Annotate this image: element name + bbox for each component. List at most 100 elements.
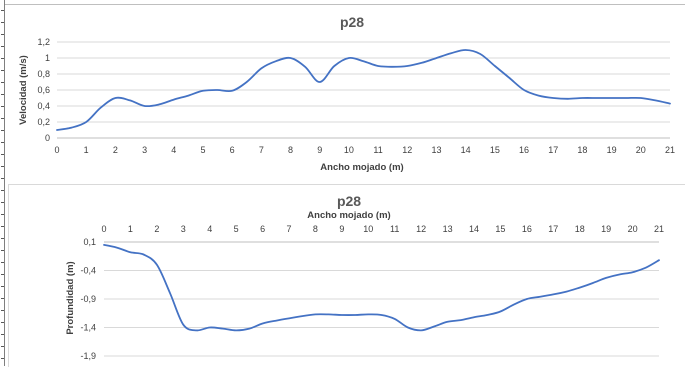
x-tick-label: 13: [431, 145, 441, 155]
x-tick-label: 21: [665, 145, 675, 155]
row-tick: [1, 226, 4, 227]
y-tick-label: 1,2: [37, 37, 50, 47]
row-tick: [1, 22, 4, 23]
y-tick-label: 0,8: [37, 69, 50, 79]
x-tick-label: 19: [601, 224, 611, 234]
gridlines: [57, 41, 670, 139]
row-tick: [1, 238, 4, 239]
row-tick: [1, 322, 4, 323]
x-tick-label: 9: [317, 145, 322, 155]
x-tick-label: 4: [207, 224, 212, 234]
row-tick: [1, 250, 4, 251]
chart-title: p28: [337, 193, 361, 209]
x-tick-label: 7: [286, 224, 291, 234]
y-axis-title: Velocidad (m/s): [18, 55, 29, 125]
x-tick-label: 2: [113, 145, 118, 155]
row-tick: [1, 346, 4, 347]
x-tick-label: 1: [84, 145, 89, 155]
row-tick: [1, 298, 4, 299]
x-tick-label: 6: [260, 224, 265, 234]
row-tick: [1, 274, 4, 275]
row-tick: [1, 34, 4, 35]
row-tick: [1, 286, 4, 287]
y-tick-label: 0: [45, 133, 50, 143]
y-tick-labels: 0 0,2 0,4 0,6 0,8 1 1,2: [37, 37, 50, 143]
x-axis-title: Ancho mojado (m): [307, 210, 390, 221]
spreadsheet-row-edge: [0, 0, 5, 366]
x-tick-label: 20: [636, 145, 646, 155]
x-tick-labels: 0 1 2 3 4 5 6 7 8 9 10 11 12 13 14 15 16 17 18 19 20 21: [54, 145, 675, 155]
row-tick: [1, 130, 4, 131]
y-tick-label: -1,9: [80, 351, 96, 361]
row-tick: [1, 142, 4, 143]
x-tick-label: 18: [577, 145, 587, 155]
x-tick-label: 17: [548, 145, 558, 155]
row-tick: [1, 10, 4, 11]
x-tick-label: 10: [363, 224, 373, 234]
velocity-chart-svg: p28 00,20,40,60,811,2 0 1 2 3 4 5 6 7 8 9 10 11 12 13…: [18, 14, 675, 173]
row-tick: [1, 310, 4, 311]
x-tick-label: 4: [171, 145, 176, 155]
x-tick-label: 15: [490, 145, 500, 155]
x-tick-label: 5: [200, 145, 205, 155]
row-tick: [1, 166, 4, 167]
x-tick-label: 19: [607, 145, 617, 155]
row-tick: [1, 190, 4, 191]
x-tick-label: 16: [519, 145, 529, 155]
x-tick-label: 12: [402, 145, 412, 155]
y-tick-label: 0,1: [83, 237, 96, 247]
depth-chart-svg: p28 Ancho mojado (m) 0,1 -0,4 -0,9 -1,4 -1,9…: [65, 193, 664, 361]
x-tick-labels: 0 1 2 3 4 5 6 7 8 9 10 11 12 13 14 15 16 17 18 19 20 21: [101, 224, 664, 234]
row-tick: [1, 94, 4, 95]
x-tick-label: 3: [142, 145, 147, 155]
y-tick-label: 1: [45, 53, 50, 63]
x-tick-label: 16: [522, 224, 532, 234]
row-tick: [1, 202, 4, 203]
x-tick-label: 0: [101, 224, 106, 234]
velocity-chart[interactable]: p28 0 0,2 0,4 0,6 0,8 1 1,2 0 1 2 3 4 5 6 7 8 9 10 11 12 13…: [5, 5, 685, 181]
depth-series-line: [103, 244, 660, 332]
y-tick-label: -0,4: [80, 266, 96, 276]
x-tick-label: 2: [154, 224, 159, 234]
velocity-series-line: [56, 49, 671, 131]
row-tick: [1, 58, 4, 59]
depth-chart[interactable]: p28 Ancho mojado (m) 0,1 -0,4 -0,9 -1,4 -1,9…: [8, 184, 685, 367]
x-tick-label: 21: [654, 224, 664, 234]
row-tick: [1, 82, 4, 83]
y-tick-label: 0,2: [37, 117, 50, 127]
gridlines: [104, 241, 659, 357]
x-tick-label: 15: [495, 224, 505, 234]
x-tick-label: 13: [443, 224, 453, 234]
row-tick: [1, 262, 4, 263]
x-tick-label: 0: [54, 145, 59, 155]
x-tick-label: 11: [373, 145, 382, 155]
row-tick: [1, 118, 4, 119]
chart-title: p28: [340, 14, 364, 30]
y-axis-title: Profundidad (m): [65, 261, 76, 334]
x-tick-label: 6: [230, 145, 235, 155]
x-axis-title: Ancho mojado (m): [320, 162, 403, 173]
row-tick: [1, 358, 4, 359]
x-tick-label: 8: [288, 145, 293, 155]
x-tick-label: 9: [339, 224, 344, 234]
y-tick-label: 0,4: [37, 101, 50, 111]
row-tick-marks: [0, 0, 6, 366]
x-tick-label: 1: [128, 224, 133, 234]
x-tick-label: 18: [575, 224, 585, 234]
spreadsheet-top-border: [0, 0, 685, 5]
row-tick: [1, 46, 4, 47]
row-tick: [1, 70, 4, 71]
x-tick-label: 7: [259, 145, 264, 155]
x-tick-label: 12: [416, 224, 426, 234]
x-tick-label: 10: [344, 145, 354, 155]
y-tick-label: 0,6: [37, 85, 50, 95]
y-tick-label: -1,4: [80, 323, 96, 333]
x-tick-label: 17: [548, 224, 558, 234]
row-tick: [1, 154, 4, 155]
x-tick-label: 14: [469, 224, 479, 234]
x-tick-label: 5: [234, 224, 239, 234]
row-tick: [1, 334, 4, 335]
row-tick: [1, 106, 4, 107]
x-tick-label: 3: [181, 224, 186, 234]
y-tick-label: -0,9: [80, 294, 96, 304]
